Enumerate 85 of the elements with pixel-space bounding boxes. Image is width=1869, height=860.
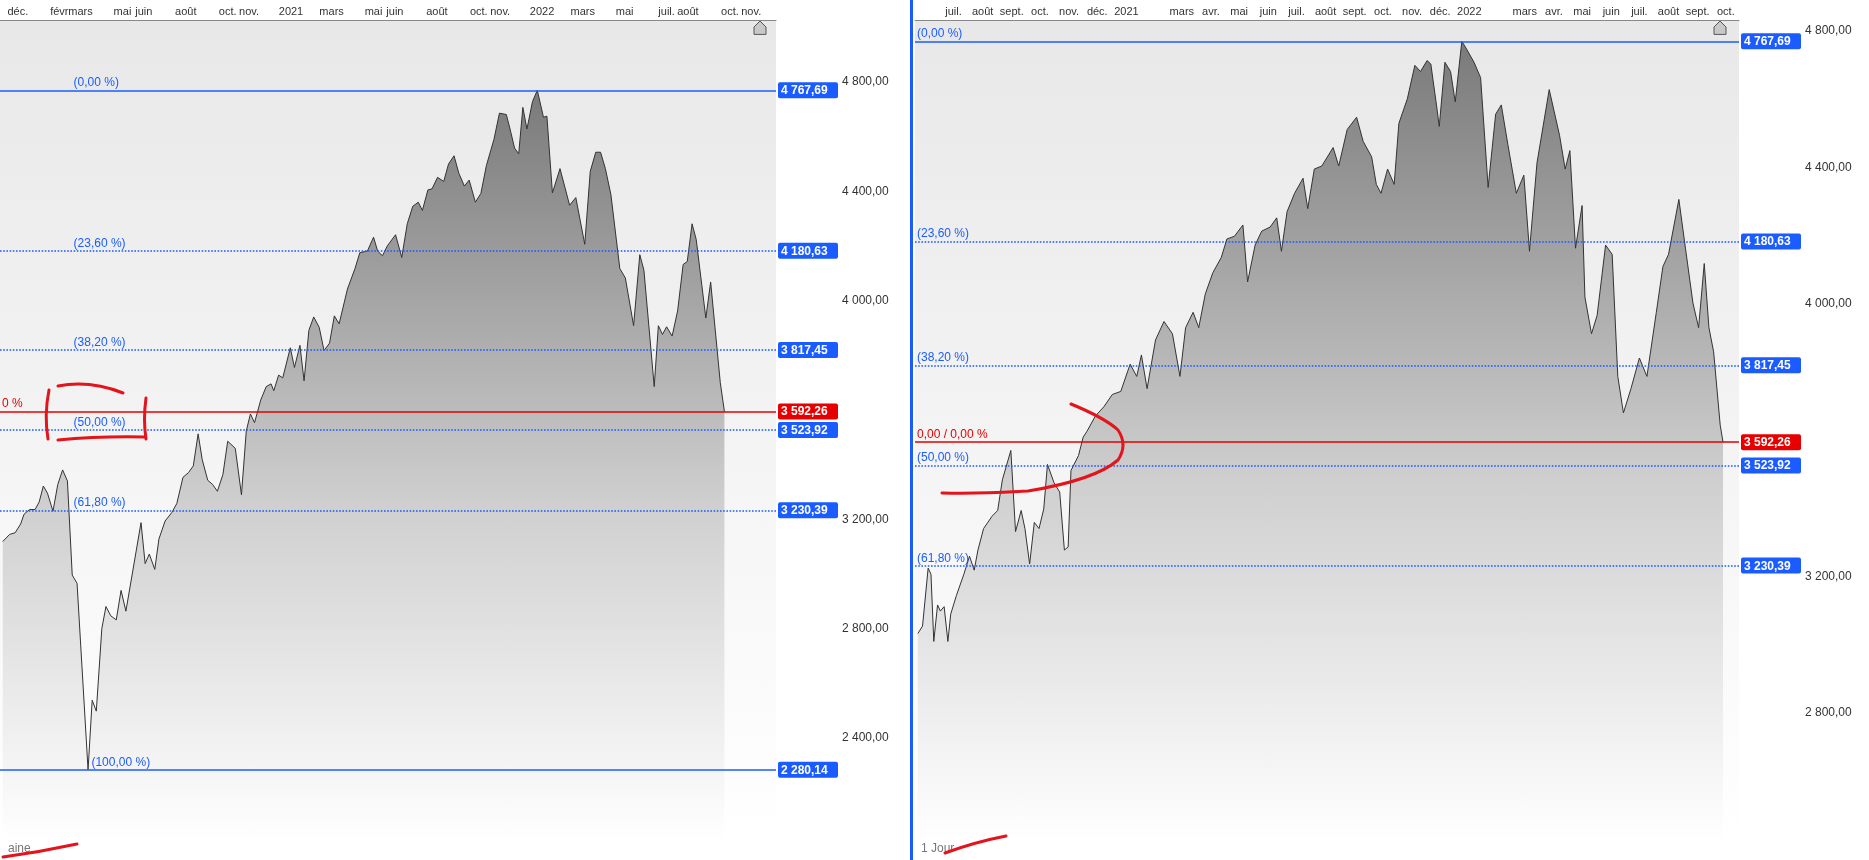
x-tick-label: août xyxy=(677,4,699,17)
ref-line-label: 4 180,63 xyxy=(1744,234,1792,249)
x-tick-label: nov. xyxy=(741,4,762,17)
ref-line-label: 3 523,92 xyxy=(1744,458,1792,473)
x-tick-label: mai xyxy=(1573,4,1591,17)
annotation: (0,00 %) xyxy=(73,75,119,90)
ref-line-label: 3 230,39 xyxy=(1744,558,1792,573)
x-tick-label: juil. xyxy=(1630,4,1648,17)
y-tick-label: 4 000,00 xyxy=(1805,296,1853,311)
x-tick-label: oct. xyxy=(1374,4,1392,17)
x-tick-label: oct. xyxy=(469,4,488,17)
y-tick-label: 3 200,00 xyxy=(1805,568,1853,583)
x-tick-label: nov. xyxy=(490,4,511,17)
x-tick-label: mars xyxy=(319,4,345,17)
ref-line-label: 3 523,92 xyxy=(781,423,829,438)
x-tick-label: août xyxy=(971,4,994,17)
ref-line-label: 4 180,63 xyxy=(781,243,829,258)
x-tick-label: mai xyxy=(364,4,383,17)
x-tick-label: sept. xyxy=(1685,4,1710,17)
ref-line-label: 3 592,26 xyxy=(781,404,829,419)
x-tick-label: déc. xyxy=(1429,4,1451,17)
ref-line-label: 2 280,14 xyxy=(781,762,829,777)
y-tick-label: 4 400,00 xyxy=(1805,159,1853,174)
ref-line-label: 3 817,45 xyxy=(1744,358,1792,373)
x-tick-label: 2021 xyxy=(278,4,304,17)
x-tick-label: mai xyxy=(113,4,132,17)
x-tick-label: juin xyxy=(1258,4,1277,17)
y-tick-label: 4 800,00 xyxy=(1805,23,1853,38)
annotation: (61,80 %) xyxy=(917,550,970,565)
x-tick-label: nov. xyxy=(1402,4,1423,17)
x-tick-label: août xyxy=(426,4,448,17)
x-tick-label: juil. xyxy=(1287,4,1305,17)
annotation: (38,20 %) xyxy=(917,350,970,365)
y-tick-label: 4 400,00 xyxy=(842,183,890,198)
annotation: (23,60 %) xyxy=(917,226,970,241)
x-tick-label: déc. xyxy=(7,4,29,17)
annotation: (23,60 %) xyxy=(73,235,126,250)
x-tick-label: 2022 xyxy=(1457,4,1482,17)
ref-line-label: 4 767,69 xyxy=(1744,34,1792,49)
x-tick-label: févr. xyxy=(50,4,71,17)
annotation: (50,00 %) xyxy=(73,415,126,430)
x-tick-label: mai xyxy=(1230,4,1249,17)
ref-line-label: 3 592,26 xyxy=(1744,435,1792,450)
annotation: 0 % xyxy=(2,396,24,411)
y-tick-label: 3 200,00 xyxy=(842,511,890,526)
annotation: (100,00 %) xyxy=(91,754,151,769)
x-tick-label: sept. xyxy=(1342,4,1367,17)
y-tick-label: 4 000,00 xyxy=(842,293,890,308)
y-tick-label: 4 800,00 xyxy=(842,74,890,89)
annotation: (50,00 %) xyxy=(917,450,970,465)
ref-line-label: 3 230,39 xyxy=(781,503,829,518)
x-tick-label: avr. xyxy=(1545,4,1563,17)
y-tick-label: 2 800,00 xyxy=(1805,705,1853,720)
x-tick-label: août xyxy=(175,4,197,17)
x-tick-label: mars xyxy=(570,4,596,17)
x-tick-label: août xyxy=(1314,4,1337,17)
x-tick-label: nov. xyxy=(239,4,260,17)
x-tick-label: juin xyxy=(385,4,404,17)
x-tick-label: oct. xyxy=(1716,4,1735,17)
annotation: aine xyxy=(8,841,32,855)
x-tick-label: août xyxy=(1657,4,1680,17)
x-tick-label: juil. xyxy=(657,4,675,17)
annotation: (38,20 %) xyxy=(73,334,126,349)
x-tick-label: mai xyxy=(615,4,634,17)
x-tick-label: oct. xyxy=(721,4,739,17)
x-tick-label: juin xyxy=(1601,4,1620,17)
x-tick-label: avr. xyxy=(1202,4,1220,17)
ref-line-label: 4 767,69 xyxy=(781,83,829,98)
x-tick-label: mars xyxy=(1169,4,1195,17)
annotation: 0,00 / 0,00 % xyxy=(917,427,989,442)
x-tick-label: juil. xyxy=(944,4,962,17)
x-tick-label: mars xyxy=(1512,4,1538,17)
y-tick-label: 2 400,00 xyxy=(842,730,890,745)
x-tick-label: 2021 xyxy=(1114,4,1139,17)
ref-line-label: 3 817,45 xyxy=(781,342,829,357)
x-tick-label: 2022 xyxy=(529,4,555,17)
x-tick-label: sept. xyxy=(999,4,1024,17)
y-tick-label: 2 800,00 xyxy=(842,620,890,635)
x-tick-label: nov. xyxy=(1059,4,1080,17)
x-tick-label: oct. xyxy=(1031,4,1049,17)
x-tick-label: oct. xyxy=(218,4,237,17)
annotation: (0,00 %) xyxy=(917,26,963,41)
x-tick-label: déc. xyxy=(1086,4,1108,17)
annotation: (61,80 %) xyxy=(73,495,126,510)
x-tick-label: juin xyxy=(134,4,153,17)
